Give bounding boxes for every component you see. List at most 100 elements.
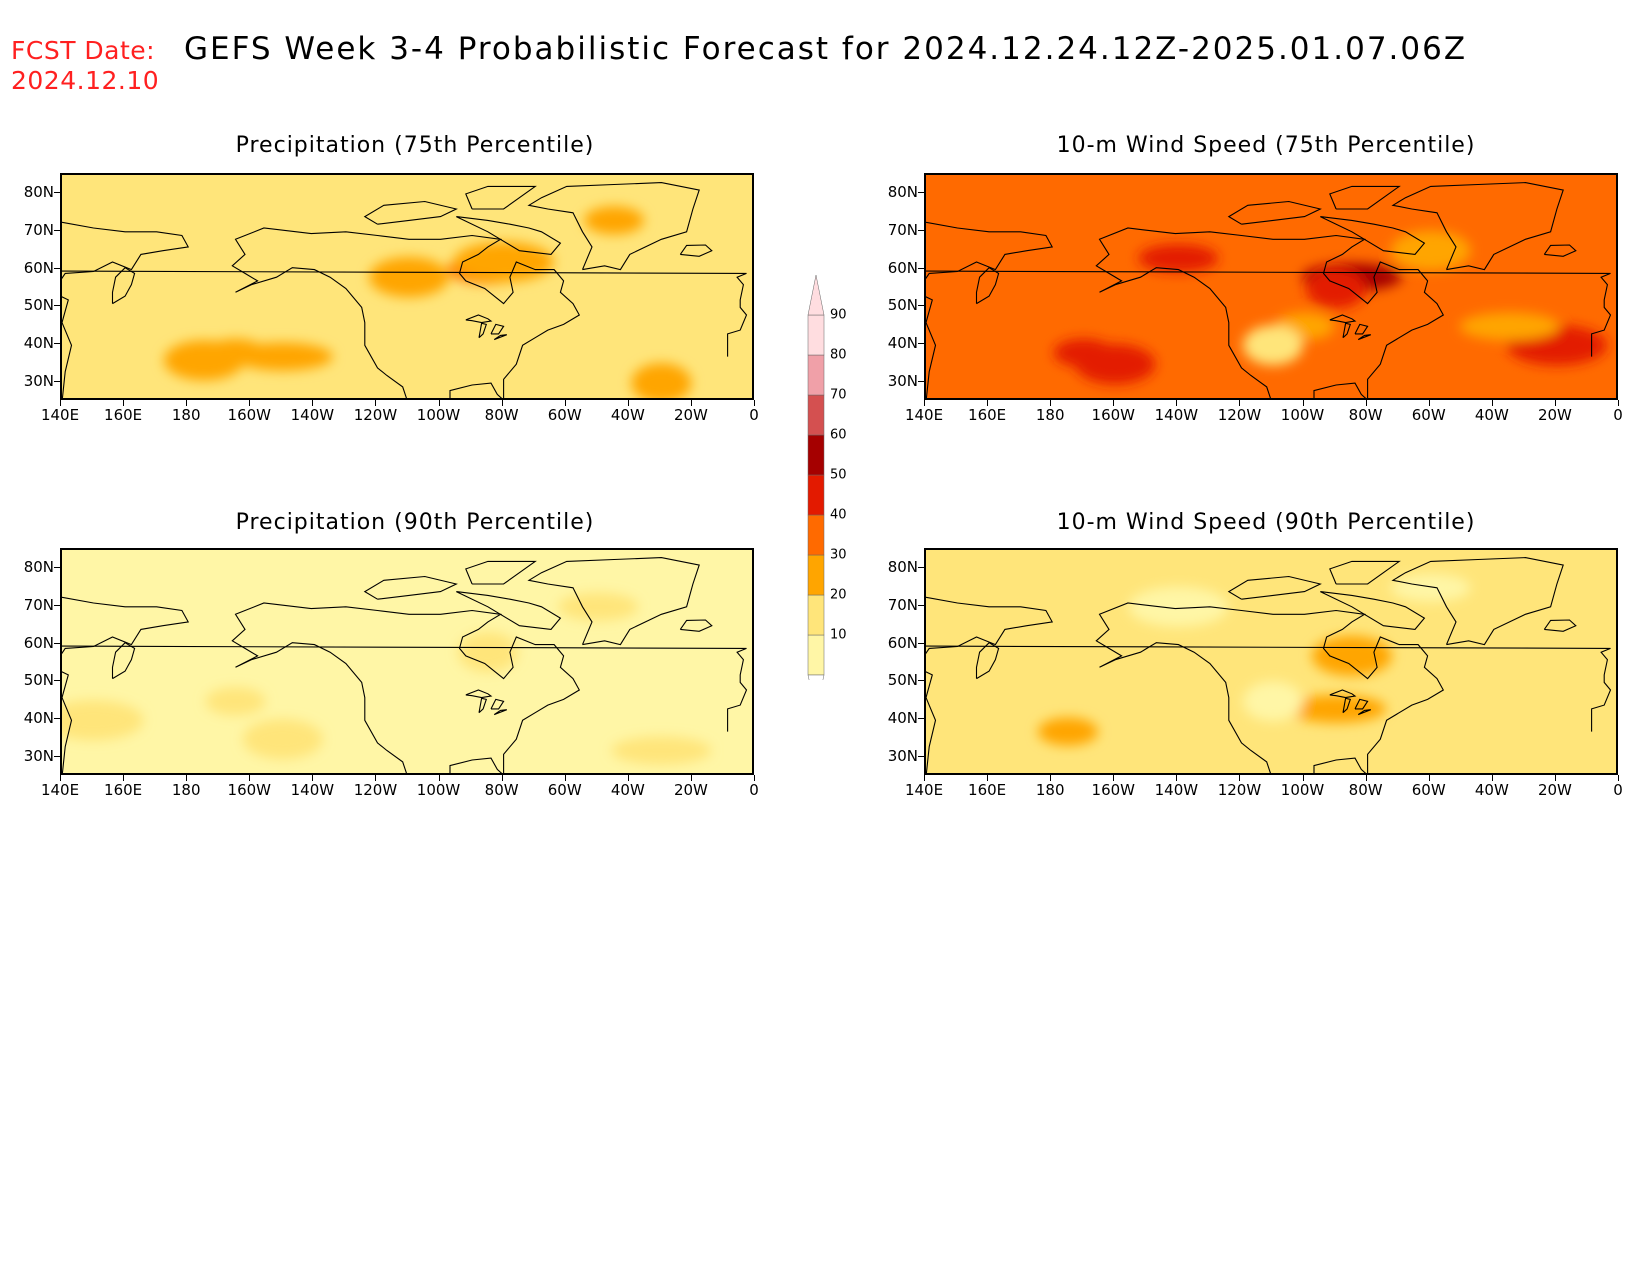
coastline xyxy=(490,323,505,335)
panel-title-wind-75: 10-m Wind Speed (75th Percentile) xyxy=(1056,133,1476,158)
coastline xyxy=(1329,560,1401,585)
probability-blob xyxy=(1390,230,1471,271)
lon-tick-label: 0 xyxy=(1613,406,1623,424)
lon-tick-label: 100W xyxy=(416,781,461,799)
lat-tick xyxy=(54,381,60,383)
lat-tick-label: 80N xyxy=(23,557,54,576)
colorbar-swatch-60 xyxy=(807,434,825,476)
lat-tick-label: 70N xyxy=(887,595,918,614)
map-wind-75 xyxy=(924,173,1618,400)
lon-tick xyxy=(1428,775,1430,781)
coastline xyxy=(1227,200,1322,225)
coastline xyxy=(456,591,562,630)
coastline xyxy=(111,267,136,305)
probability-blob xyxy=(1243,681,1303,722)
colorbar-swatch-20 xyxy=(807,594,825,636)
lat-tick-label: 70N xyxy=(23,595,54,614)
lat-tick xyxy=(54,267,60,269)
fcst-date-block: FCST Date: 2024.12.10 xyxy=(11,36,159,96)
lat-tick-label: 50N xyxy=(887,296,918,315)
lon-tick-label: 80W xyxy=(484,406,519,424)
probability-blob xyxy=(558,592,639,621)
coastline xyxy=(1357,709,1371,716)
coastline xyxy=(231,227,581,398)
coastline xyxy=(478,697,488,714)
coastline xyxy=(231,602,581,773)
lat-tick xyxy=(918,381,924,383)
lon-tick-label: 40W xyxy=(610,406,645,424)
lat-tick-label: 30N xyxy=(887,747,918,766)
coastline xyxy=(679,619,713,632)
lon-tick xyxy=(924,400,925,406)
colorbar-label: 80 xyxy=(830,347,847,363)
lon-tick-label: 40W xyxy=(1474,406,1509,424)
lon-tick xyxy=(987,775,989,781)
lon-tick xyxy=(1239,400,1241,406)
coastline xyxy=(1543,619,1577,632)
probability-blob xyxy=(1138,244,1219,273)
lat-tick-label: 30N xyxy=(23,747,54,766)
colorbar-label: 10 xyxy=(830,627,847,643)
coastline xyxy=(1342,322,1352,339)
lon-tick xyxy=(375,775,377,781)
coastline xyxy=(975,642,1000,680)
lat-tick xyxy=(54,305,60,307)
lat-tick xyxy=(918,718,924,720)
colorbar xyxy=(807,274,825,680)
lon-tick-label: 0 xyxy=(1613,781,1623,799)
coastline xyxy=(1329,689,1357,699)
lon-tick xyxy=(690,775,692,781)
coastline xyxy=(1320,591,1426,630)
lon-tick-label: 160W xyxy=(1091,781,1135,799)
probability-blob xyxy=(584,206,645,235)
lon-tick-label: 20W xyxy=(1537,406,1572,424)
coastline xyxy=(527,182,700,271)
fcst-date-value: 2024.12.10 xyxy=(11,66,160,95)
lat-tick xyxy=(918,229,924,231)
lon-tick-label: 140W xyxy=(1154,781,1199,799)
map-canvas-precip-75 xyxy=(62,175,752,398)
coastline xyxy=(111,642,136,680)
lon-tick xyxy=(1428,400,1430,406)
lon-tick xyxy=(924,775,925,781)
map-background-field xyxy=(926,550,1616,773)
page-title: GEFS Week 3-4 Probabilistic Forecast for… xyxy=(184,31,1468,67)
lon-tick xyxy=(1176,400,1178,406)
coastline xyxy=(1227,575,1322,600)
colorbar-label: 90 xyxy=(830,307,847,323)
coastline xyxy=(465,689,493,699)
lon-tick xyxy=(123,400,125,406)
colorbar-label: 20 xyxy=(830,587,847,603)
lon-tick xyxy=(1113,400,1115,406)
coastline xyxy=(1391,182,1564,271)
probability-blob xyxy=(1037,717,1098,746)
fcst-date-label: FCST Date: xyxy=(11,36,156,65)
coastline xyxy=(1320,216,1426,255)
lon-tick-label: 140E xyxy=(40,406,80,424)
lon-tick xyxy=(1239,775,1241,781)
lon-tick xyxy=(501,400,503,406)
lon-tick xyxy=(438,400,440,406)
lon-tick xyxy=(186,400,188,406)
lon-tick xyxy=(754,775,755,781)
coastline xyxy=(363,575,458,600)
lon-tick-label: 120W xyxy=(1217,406,1262,424)
lat-tick xyxy=(54,642,60,644)
lon-tick-label: 0 xyxy=(749,781,759,799)
coastline xyxy=(926,596,1054,773)
coastline xyxy=(62,270,748,357)
colorbar-swatch-90 xyxy=(807,314,825,356)
map-wind-90 xyxy=(924,548,1618,775)
lon-tick xyxy=(312,775,314,781)
probability-blob xyxy=(205,687,266,716)
lon-tick-label: 20W xyxy=(1537,781,1572,799)
lat-tick xyxy=(54,718,60,720)
map-canvas-wind-75 xyxy=(926,175,1616,398)
colorbar-top-arrow xyxy=(807,274,825,316)
lon-tick xyxy=(1365,400,1367,406)
lat-tick xyxy=(54,756,60,758)
map-background-field xyxy=(926,175,1616,398)
probability-blob xyxy=(457,632,518,673)
lat-tick-label: 40N xyxy=(887,709,918,728)
lon-tick-label: 60W xyxy=(547,781,582,799)
